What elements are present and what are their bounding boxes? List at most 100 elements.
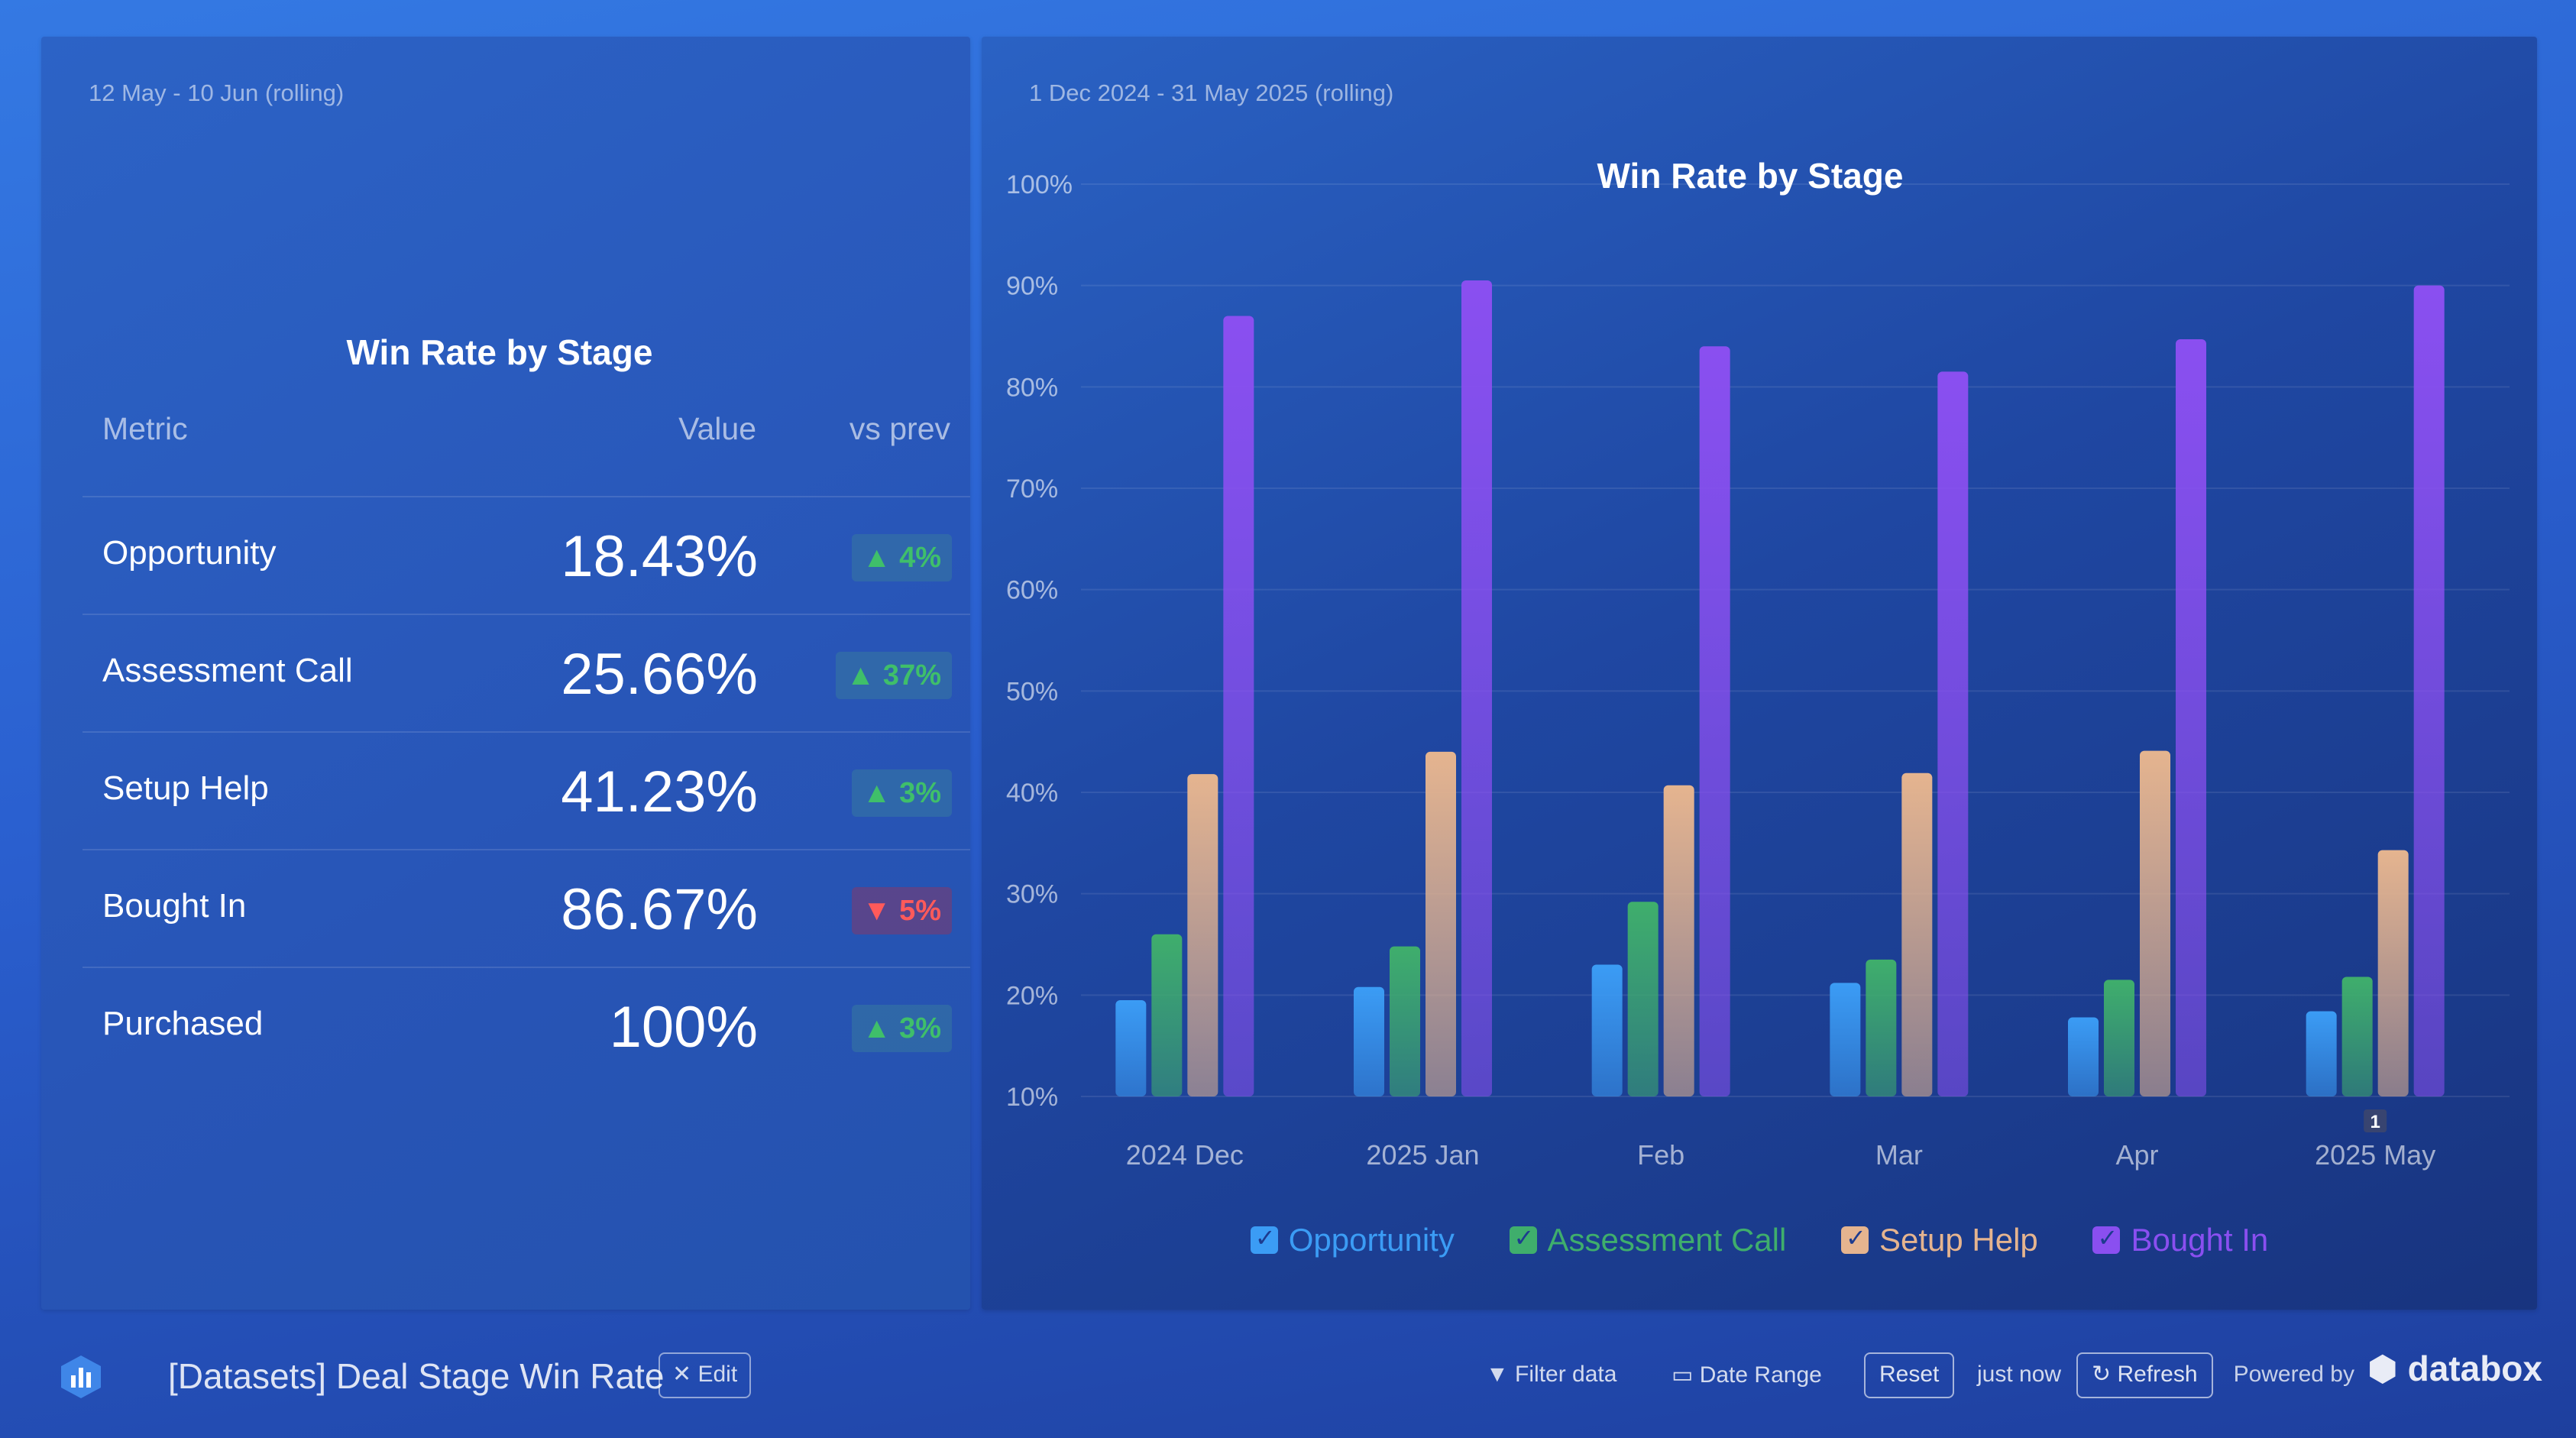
refresh-button[interactable]: ↻ Refresh (2076, 1352, 2213, 1398)
bar (2306, 1011, 2337, 1096)
edit-button[interactable]: ✕ Edit (659, 1352, 752, 1398)
table-row: Opportunity 18.43% ▲ 4% (83, 496, 970, 614)
bar (1866, 959, 1897, 1096)
x-tick-label: 2025 May (2315, 1139, 2435, 1171)
metric-label: Setup Help (102, 769, 269, 807)
y-tick-label: 70% (1006, 474, 1058, 504)
table-row: Setup Help 41.23% ▲ 3% (83, 731, 970, 849)
legend-item-setup-help[interactable]: Setup Help (1840, 1221, 2038, 1258)
date-range-button[interactable]: ▭ Date Range (1671, 1362, 1822, 1388)
metric-label: Opportunity (102, 534, 277, 572)
header-value: Value (678, 411, 756, 446)
dashboard-title: [Datasets] Deal Stage Win Rate (168, 1356, 665, 1396)
legend-item-assessment-call[interactable]: Assessment Call (1509, 1221, 1787, 1258)
bar (1390, 946, 1420, 1096)
bar (1115, 999, 1147, 1096)
databox-mark-icon: ⬢ (2367, 1349, 2398, 1388)
y-tick-label: 100% (1006, 170, 1073, 199)
updated-label: just now (1977, 1362, 2062, 1387)
datablock-chart: 1 Dec 2024 - 31 May 2025 (rolling) Win R… (982, 37, 2537, 1310)
filter-data-button[interactable]: ▼ Filter data (1486, 1362, 1616, 1388)
bar (1223, 316, 1254, 1096)
bar (1591, 964, 1623, 1096)
x-tick-label: Mar (1875, 1139, 1923, 1171)
legend-item-opportunity[interactable]: Opportunity (1250, 1221, 1455, 1258)
y-tick-label: 30% (1006, 880, 1058, 909)
x-tick-label: Apr (2115, 1139, 2158, 1171)
y-tick-label: 90% (1006, 272, 1058, 301)
table-row: Purchased 100% ▲ 3% (83, 967, 970, 1084)
bar (2068, 1017, 2099, 1096)
bar (2140, 750, 2170, 1096)
metric-value: 25.66% (561, 642, 758, 707)
bar (1699, 346, 1730, 1096)
metric-value: 18.43% (561, 524, 758, 589)
bar (1901, 772, 1933, 1096)
powered-by-label: Powered by (2233, 1362, 2354, 1387)
table-rows: Opportunity 18.43% ▲ 4% Assessment Call … (83, 496, 970, 1084)
metric-value: 100% (609, 995, 758, 1060)
metric-value: 41.23% (561, 759, 758, 824)
metric-label: Bought In (102, 887, 247, 925)
bar (1461, 280, 1492, 1096)
change-badge: ▲ 3% (851, 769, 952, 817)
filter-label: Filter data (1515, 1362, 1617, 1387)
legend-item-bought-in[interactable]: Bought In (2092, 1222, 2268, 1258)
bar (1151, 934, 1183, 1096)
date-range-label: 12 May - 10 Jun (rolling) (89, 79, 345, 106)
metric-label: Purchased (102, 1005, 264, 1042)
bar (2377, 850, 2409, 1096)
checkbox-icon[interactable] (1250, 1223, 1278, 1254)
header-vs-prev: vs prev (849, 411, 950, 446)
x-tick-label: 2024 Dec (1126, 1139, 1244, 1171)
bar (2176, 338, 2206, 1097)
date-range-button-label: Date Range (1699, 1362, 1822, 1388)
bar (1627, 902, 1659, 1096)
bar (2413, 285, 2445, 1097)
y-tick-label: 80% (1006, 373, 1058, 402)
databox-logo-icon (61, 1355, 101, 1398)
y-tick-label: 20% (1006, 981, 1058, 1010)
change-badge: ▲ 37% (835, 652, 952, 699)
filter-icon: ▼ (1486, 1362, 1509, 1387)
checkbox-icon[interactable] (1509, 1223, 1537, 1254)
date-range-label: 1 Dec 2024 - 31 May 2025 (rolling) (1029, 79, 1394, 106)
checkbox-icon[interactable] (2092, 1223, 2121, 1254)
bar (2104, 980, 2134, 1096)
legend-label: Assessment Call (1547, 1221, 1787, 1258)
bar (1426, 751, 1456, 1096)
chart-legend: Opportunity Assessment Call Setup Help B… (982, 1219, 2537, 1258)
table-row: Assessment Call 25.66% ▲ 37% (83, 614, 970, 731)
metric-value: 86.67% (561, 877, 758, 942)
legend-label: Setup Help (1879, 1221, 2038, 1258)
checkbox-icon[interactable] (1840, 1223, 1869, 1254)
bar (2341, 976, 2373, 1096)
datablock-table: 12 May - 10 Jun (rolling) Win Rate by St… (41, 37, 970, 1310)
brand-label: databox (2407, 1349, 2542, 1388)
table-header: Metric Value vs prev (102, 405, 950, 458)
annotation-marker-icon (2364, 1109, 2387, 1132)
databox-brand[interactable]: ⬢ databox (2367, 1348, 2542, 1389)
y-tick-label: 60% (1006, 576, 1058, 605)
x-tick-label: 2025 Jan (1366, 1139, 1479, 1171)
y-tick-label: 50% (1006, 677, 1058, 706)
edit-label: Edit (697, 1362, 738, 1387)
reset-button[interactable]: Reset (1864, 1352, 1955, 1398)
y-tick-label: 40% (1006, 779, 1058, 808)
footer-bar: [Datasets] Deal Stage Win Rate ✕ Edit ▼ … (0, 1310, 2576, 1438)
metric-label: Assessment Call (102, 652, 353, 689)
y-tick-label: 10% (1006, 1083, 1058, 1112)
legend-label: Bought In (2131, 1221, 2269, 1258)
refresh-icon: ↻ (2092, 1362, 2112, 1387)
table-row: Bought In 86.67% ▼ 5% (83, 849, 970, 967)
bar (1663, 785, 1694, 1096)
edit-icon: ✕ (672, 1362, 692, 1387)
bar (1187, 774, 1218, 1096)
chart-title: Win Rate by Stage (1597, 156, 1904, 196)
legend-label: Opportunity (1288, 1221, 1455, 1258)
table-title: Win Rate by Stage (346, 332, 653, 372)
x-tick-label: Feb (1637, 1139, 1684, 1171)
change-badge: ▲ 3% (851, 1005, 952, 1052)
calendar-icon: ▭ (1671, 1362, 1694, 1388)
annotation-count: 1 (2370, 1112, 2380, 1132)
